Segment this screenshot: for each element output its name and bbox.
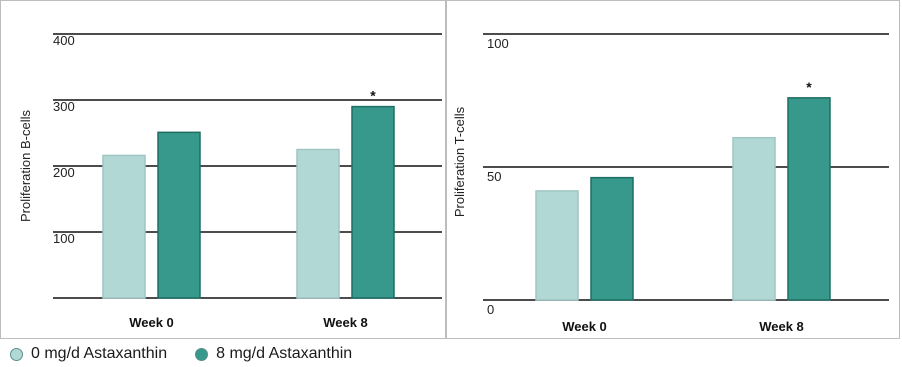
tcells-category-label-week-8: Week 8 xyxy=(759,319,804,334)
bcells-ytick-100: 100 xyxy=(53,231,75,246)
tcells-ytick-0: 0 xyxy=(487,302,494,317)
bcells-bar-0mg-week-8 xyxy=(296,148,340,299)
bcells-bar-8mg-week-8 xyxy=(351,105,395,299)
tcells-ytick-50: 50 xyxy=(487,169,501,184)
bcells-ytick-200: 200 xyxy=(53,165,75,180)
bcells-bar-0mg-week-0 xyxy=(102,154,146,299)
tcells-bar-8mg-week-8 xyxy=(787,97,831,301)
legend-label-8mg: 8 mg/d Astaxanthin xyxy=(216,345,353,362)
tcells-bar-0mg-week-8 xyxy=(732,136,776,301)
bcells-category-label-week-8: Week 8 xyxy=(323,315,368,330)
legend-item-0mg: 0 mg/d Astaxanthin xyxy=(10,345,167,363)
tcells-category-label-week-0: Week 0 xyxy=(562,319,607,334)
panel-divider xyxy=(445,0,447,339)
figure-frame xyxy=(0,0,900,339)
bcells-y-axis-title: Proliferation B-cells xyxy=(18,110,33,222)
tcells-significance-marker-0: * xyxy=(806,79,812,95)
bcells-ytick-400: 400 xyxy=(53,33,75,48)
t-cells-chart: 0 50 100 Week 0 Week 8 * Proliferation T-cells xyxy=(447,0,902,339)
bcells-ytick-300: 300 xyxy=(53,99,75,114)
legend-item-8mg: 8 mg/d Astaxanthin xyxy=(195,345,352,363)
legend-swatch-0mg xyxy=(10,347,23,361)
tcells-bar-8mg-week-0 xyxy=(590,176,634,301)
chart-legend: 0 mg/d Astaxanthin 8 mg/d Astaxanthin xyxy=(10,343,352,365)
b-cells-chart: 100 200 300 400 Week 0 Week 8 * Proliferation B… xyxy=(0,0,445,339)
legend-label-0mg: 0 mg/d Astaxanthin xyxy=(31,345,168,362)
t-cells-chart-svg: 0 50 100 Week 0 Week 8 * Proliferation T-cells xyxy=(452,33,889,334)
tcells-y-axis-title: Proliferation T-cells xyxy=(452,106,467,217)
bcells-significance-marker-0: * xyxy=(370,88,376,104)
bcells-category-label-week-0: Week 0 xyxy=(129,315,174,330)
b-cells-chart-svg: 100 200 300 400 Week 0 Week 8 * Proliferation B… xyxy=(18,33,442,330)
tcells-ytick-100: 100 xyxy=(487,36,509,51)
legend-swatch-8mg xyxy=(195,347,209,361)
tcells-bar-0mg-week-0 xyxy=(535,190,579,301)
bcells-bar-8mg-week-0 xyxy=(157,131,201,299)
